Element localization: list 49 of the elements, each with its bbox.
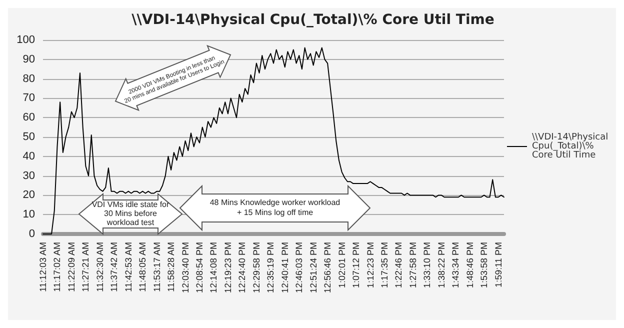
x-tick-label: 12:40:41 PM — [280, 242, 290, 294]
x-tick-label: 1:59:11 PM — [493, 242, 504, 288]
annotation: VDI VMs idle state for 30 Mins before workload test — [92, 200, 170, 228]
y-tick-label: 0 — [28, 228, 35, 240]
x-tick-label: 1:22:46 PM — [394, 242, 404, 288]
x-tick-label: 11:32:30 AM — [94, 242, 105, 292]
y-tick-label: 40 — [22, 150, 35, 162]
x-tick-label: 1:12:23 PM — [365, 242, 376, 288]
x-tick-label: 1:02:01 PM — [336, 242, 347, 288]
x-tick-label: 1:17:35 PM — [379, 242, 390, 288]
x-tick-label: 12:51:24 PM — [308, 242, 318, 294]
x-tick-label: 1:27:58 PM — [408, 242, 418, 288]
x-tick-label: 11:27:21 AM — [80, 242, 91, 292]
legend-label: \\VDI-14\Physical Cpu(_Total)\% Core Util Time — [532, 132, 612, 160]
x-tick-label: 12:29:58 PM — [251, 242, 262, 294]
y-tick-label: 70 — [22, 92, 35, 104]
annotation: 48 Mins Knowledge worker workload + 15 Mins log off time — [210, 198, 340, 218]
x-tick-label: 11:12:03 AM — [38, 242, 48, 292]
y-tick-label: 30 — [22, 170, 35, 182]
x-tick-label: 11:53:17 AM — [152, 242, 162, 292]
x-tick-label: 1:38:22 PM — [436, 242, 446, 288]
y-tick-label: 80 — [22, 72, 35, 85]
x-tick-label: 12:46:03 PM — [294, 242, 304, 294]
x-tick-label: 1:53:58 PM — [479, 242, 490, 288]
x-tick-label: 12:03:40 PM — [180, 242, 190, 294]
x-tick-label: 12:35:19 PM — [266, 242, 276, 294]
y-tick-label: 50 — [22, 131, 35, 143]
chart-title: \\VDI-14\Physical Cpu(_Total)\% Core Util Time — [132, 12, 494, 28]
y-tick-label: 60 — [22, 112, 35, 124]
y-tick-label: 90 — [22, 53, 35, 66]
x-tick-label: 12:08:54 PM — [194, 242, 205, 294]
x-tick-label: 1:48:46 PM — [464, 242, 475, 288]
x-tick-label: 11:37:42 AM — [109, 242, 120, 292]
x-tick-label: 11:42:53 AM — [123, 242, 134, 292]
x-tick-label: 11:48:05 AM — [138, 242, 148, 292]
x-tick-label: 11:58:28 AM — [166, 242, 176, 292]
x-tick-label: 12:56:46 PM — [322, 242, 333, 294]
x-tick-label: 12:24:40 PM — [237, 242, 248, 294]
y-tick-label: 10 — [22, 208, 35, 221]
x-tick-label: 1:43:34 PM — [450, 242, 461, 288]
y-tick-label: 100 — [16, 34, 35, 46]
x-tick-label: 11:22:09 AM — [66, 242, 76, 292]
line-series — [42, 47, 504, 234]
x-tick-label: 12:14:08 PM — [208, 242, 219, 294]
y-tick-label: 20 — [22, 189, 35, 202]
x-tick-label: 11:17:02 AM — [52, 242, 62, 292]
x-tick-label: 1:33:10 PM — [422, 242, 432, 288]
x-tick-label: 12:19:23 PM — [222, 242, 233, 294]
x-tick-label: 1:07:12 PM — [351, 242, 362, 288]
